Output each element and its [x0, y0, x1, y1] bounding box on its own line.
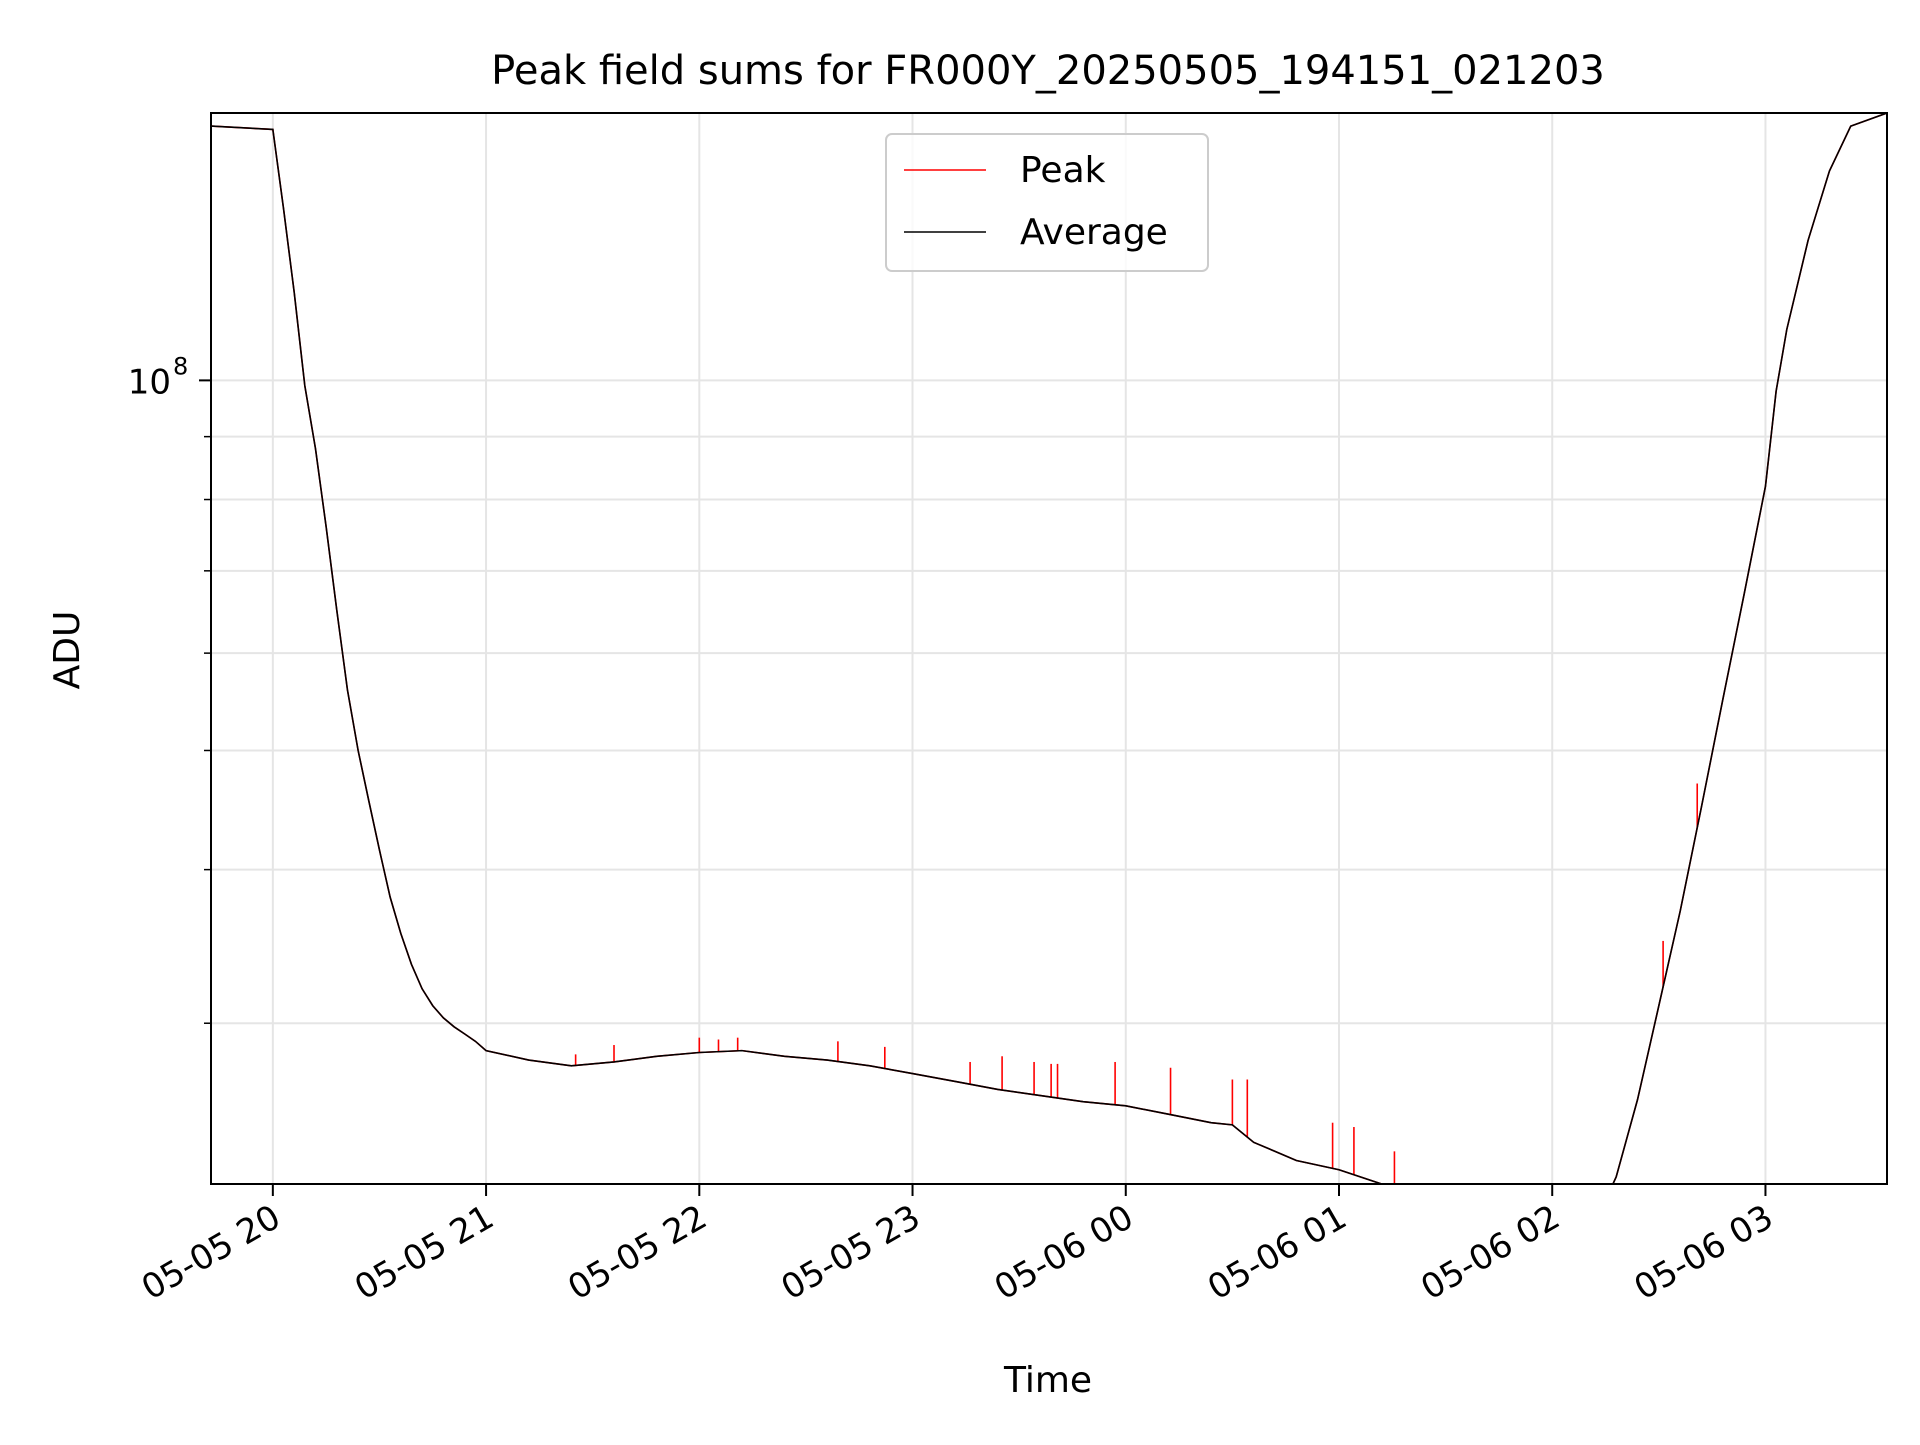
series-line-average: [211, 113, 1887, 1184]
y-axis-ticks: 10 8: [128, 352, 211, 1024]
y-tick-label-base: 10: [128, 362, 171, 402]
legend-box: [885, 133, 1209, 272]
plot-series: [211, 113, 1887, 1184]
x-axis-label: Time: [1003, 1360, 1092, 1401]
plot-area-frame: [210, 112, 1888, 1185]
legend-average-label: Average: [1020, 212, 1168, 253]
chart-title: Peak field sums for FR000Y_20250505_1941…: [491, 48, 1605, 94]
series-average: [211, 113, 1887, 1184]
y-axis-label: ADU: [47, 611, 88, 690]
grid-lines: [211, 113, 1887, 1184]
legend-peak-label: Peak: [1020, 150, 1106, 191]
y-tick-label-exponent: 8: [173, 352, 188, 380]
legend: Peak Average: [885, 133, 1209, 272]
